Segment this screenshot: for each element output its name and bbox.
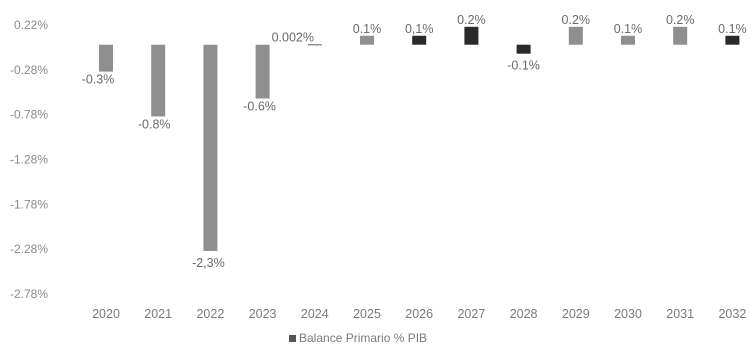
x-tick-label: 2024	[301, 307, 329, 321]
x-tick-label: 2030	[614, 307, 642, 321]
data-label: -0.1%	[507, 59, 540, 73]
data-label: 0.2%	[666, 13, 695, 27]
bar	[307, 43, 322, 46]
bar	[360, 35, 374, 45]
data-label: -0.6%	[243, 100, 276, 114]
x-tick-label: 2025	[353, 307, 381, 321]
bar	[725, 35, 740, 45]
bars	[99, 26, 740, 251]
x-tick-label: 2022	[196, 307, 224, 321]
y-tick-label: -0.28%	[10, 63, 48, 77]
bar	[151, 44, 166, 117]
data-label: -0.8%	[138, 117, 171, 131]
x-tick-label: 2026	[405, 307, 433, 321]
bar	[516, 44, 531, 54]
x-axis: 2020 2021 2022 2023 2024 2025 2026 2027 2028 2029…	[92, 307, 746, 321]
data-label: 0.1%	[353, 22, 382, 36]
legend: Balance Primario % PIB	[289, 331, 427, 345]
data-label: -2,3%	[192, 256, 225, 270]
x-tick-label: 2027	[457, 307, 485, 321]
bar	[464, 26, 479, 45]
y-tick-label: 0.22%	[14, 18, 48, 32]
x-tick-label: 2020	[92, 307, 120, 321]
data-label: 0.1%	[718, 22, 747, 36]
y-tick-label: -2.28%	[10, 242, 48, 256]
bar	[412, 35, 427, 45]
x-tick-label: 2031	[666, 307, 694, 321]
bar	[203, 44, 218, 251]
data-label: 0.2%	[457, 13, 486, 27]
x-tick-label: 2021	[144, 307, 172, 321]
y-tick-label: -1.28%	[10, 153, 48, 167]
bar	[255, 44, 270, 99]
data-label: 0,1%	[405, 22, 434, 36]
y-tick-label: -1.78%	[10, 197, 48, 211]
data-label: 0.2%	[562, 13, 591, 27]
x-tick-label: 2028	[510, 307, 538, 321]
y-tick-label: -0.78%	[10, 108, 48, 122]
y-axis: 0.22% -0.28% -0.78% -1.28% -1.78% -2.28% -2.78…	[10, 18, 48, 301]
data-labels: -0.3% -0.8% -2,3% -0.6% 0.002% 0.1% 0,1% 0.2% -0…	[82, 13, 747, 270]
bar	[673, 26, 688, 45]
bar	[568, 26, 583, 45]
legend-label: Balance Primario % PIB	[299, 331, 428, 345]
data-label: 0.002%	[272, 31, 314, 45]
y-tick-label: -2.78%	[10, 287, 48, 301]
bar	[99, 44, 113, 72]
bar	[621, 35, 635, 45]
data-label: -0.3%	[82, 73, 115, 87]
x-tick-label: 2029	[562, 307, 590, 321]
data-label: 0.1%	[614, 22, 643, 36]
x-tick-label: 2032	[718, 307, 746, 321]
legend-swatch	[289, 334, 296, 342]
x-tick-label: 2023	[249, 307, 277, 321]
